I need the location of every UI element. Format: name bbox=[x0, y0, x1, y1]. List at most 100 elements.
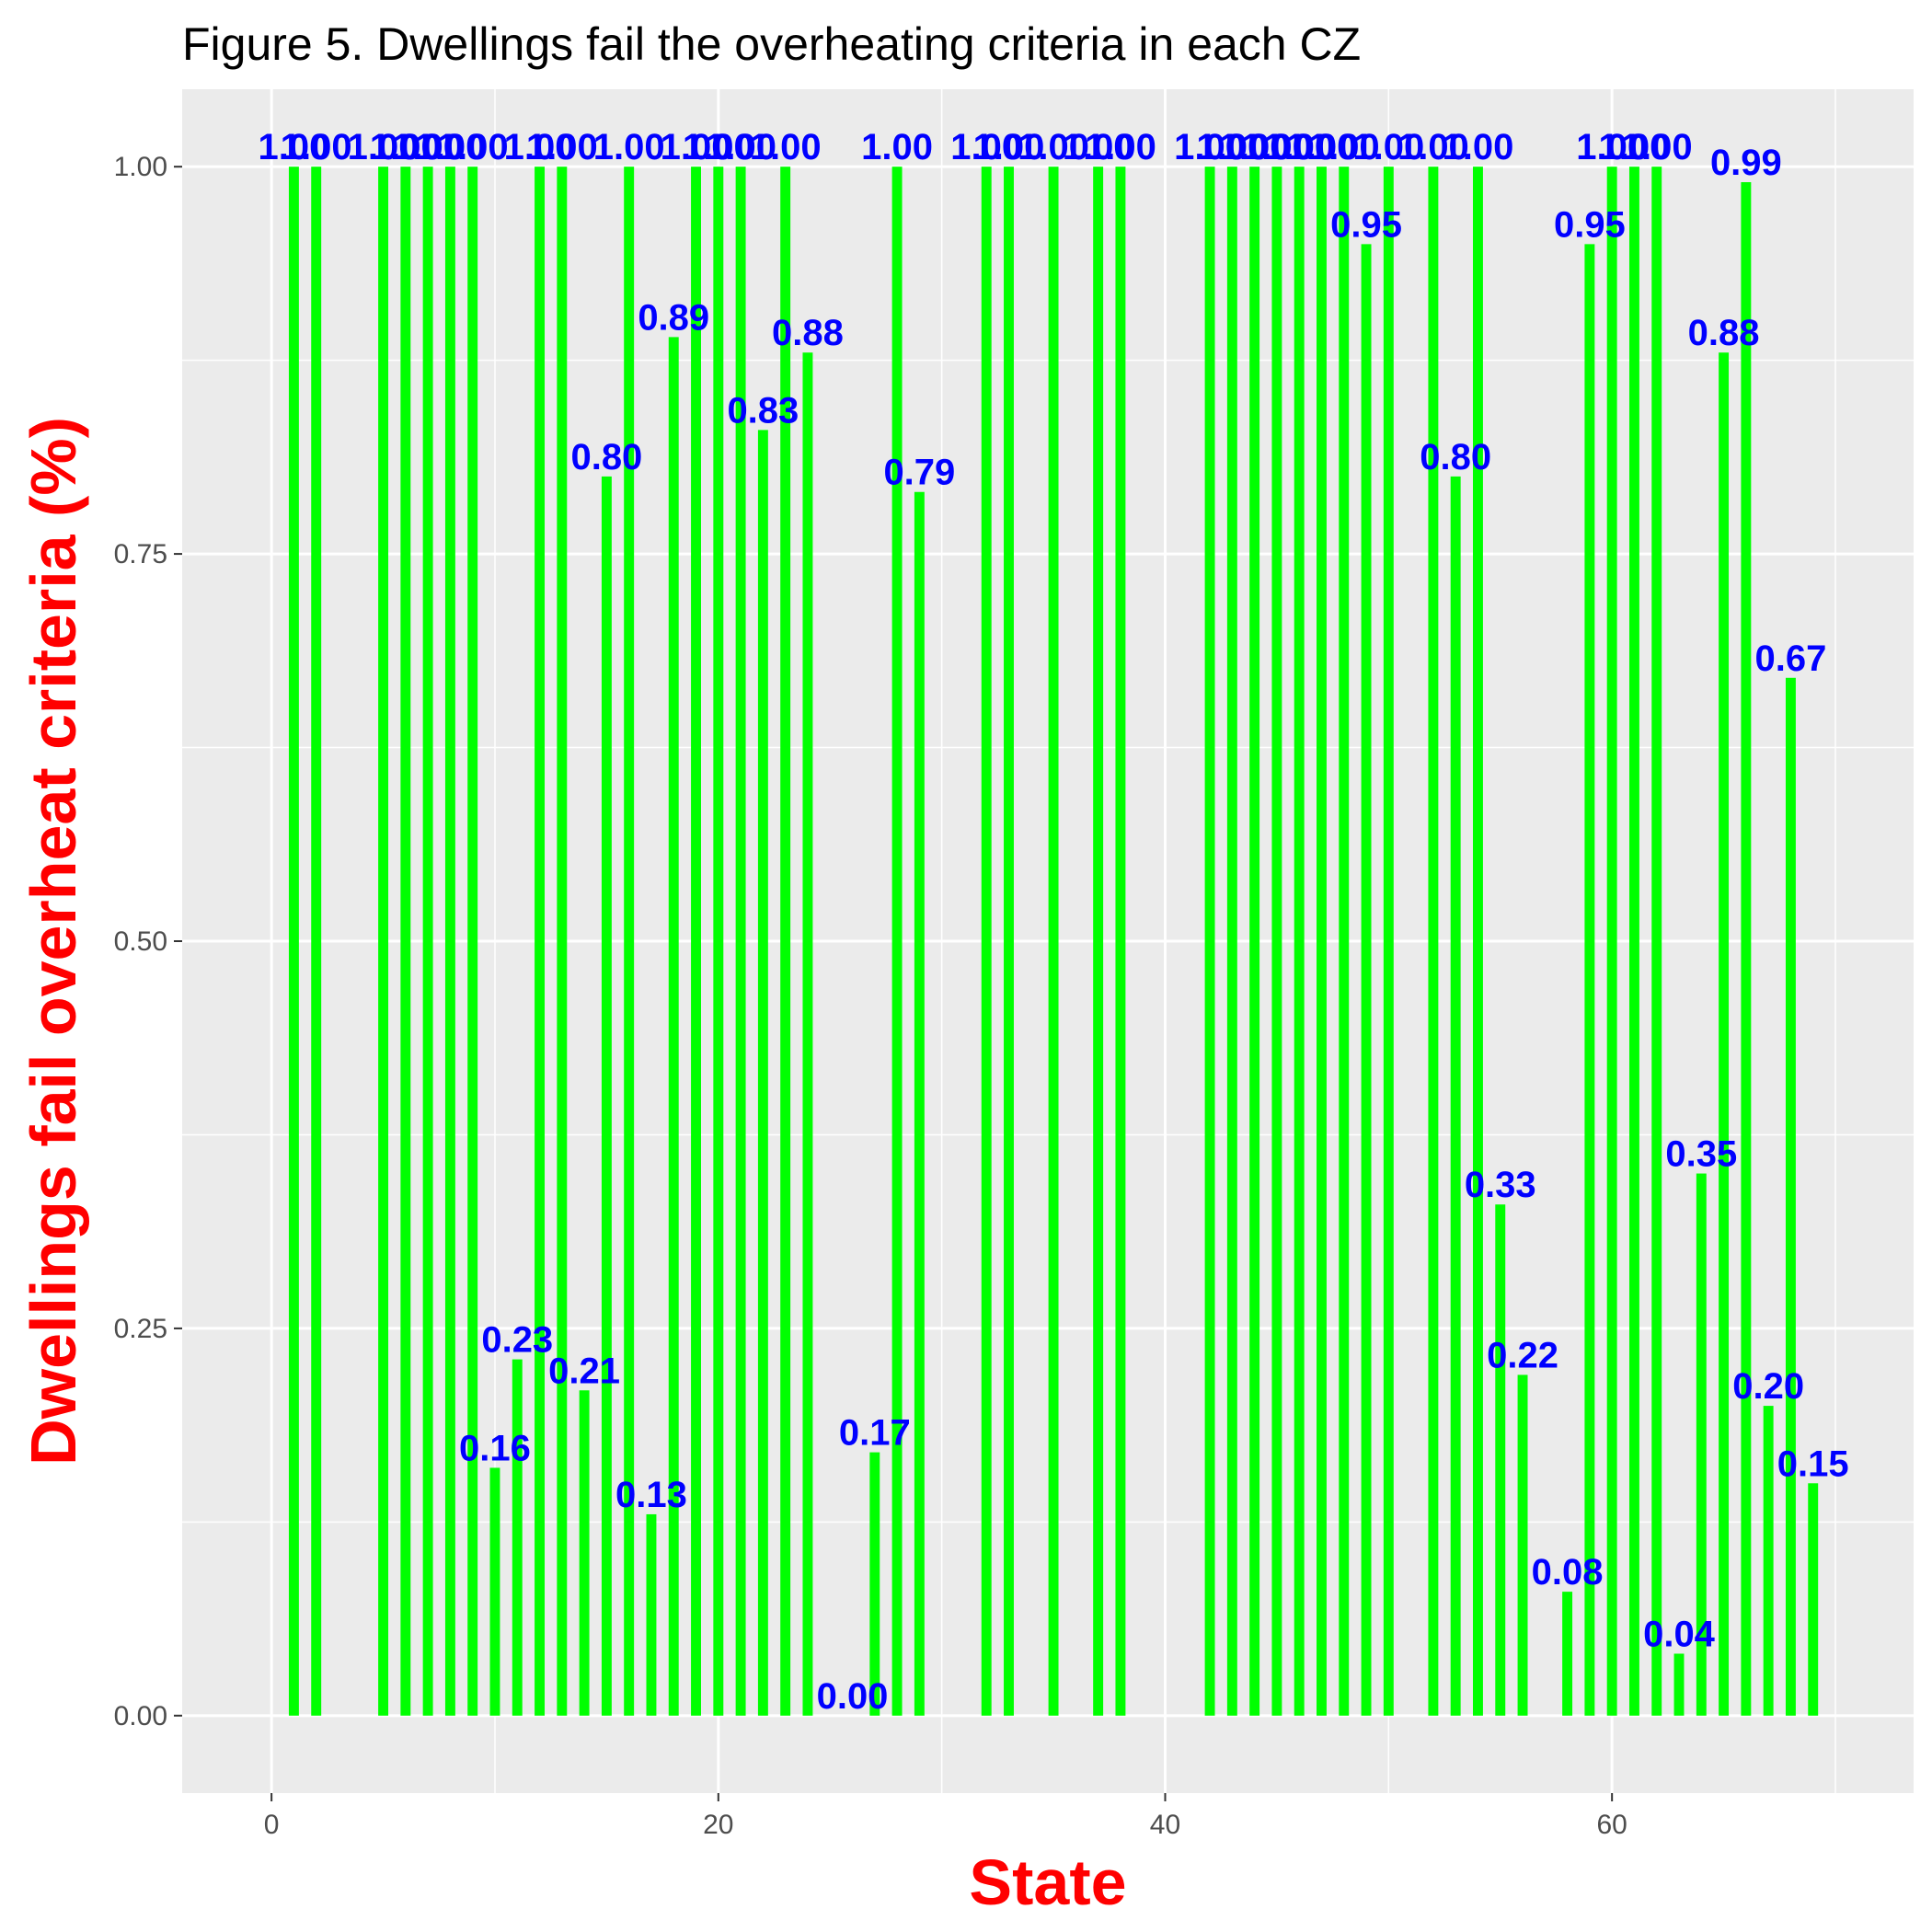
bar bbox=[1271, 167, 1282, 1716]
bar bbox=[1450, 476, 1461, 1716]
data-label: 0.20 bbox=[1732, 1366, 1804, 1407]
data-label: 1.00 bbox=[683, 127, 754, 167]
data-label: 1.00 bbox=[1174, 127, 1246, 167]
data-label: 1.00 bbox=[1063, 127, 1134, 167]
y-axis: 0.00 0.25 0.50 0.75 1.00 bbox=[114, 152, 182, 1731]
bar bbox=[1093, 167, 1104, 1716]
bar bbox=[512, 1359, 523, 1716]
data-label: 1.00 bbox=[1576, 127, 1648, 167]
bar bbox=[444, 167, 455, 1716]
data-label: 0.80 bbox=[570, 437, 642, 477]
data-label: 1.00 bbox=[1241, 127, 1313, 167]
bar bbox=[1317, 167, 1327, 1716]
data-label: 1.00 bbox=[1286, 127, 1358, 167]
data-label: 0.08 bbox=[1532, 1552, 1604, 1593]
y-axis-title: Dwellings fail overheat criteria (%) bbox=[17, 417, 89, 1466]
data-label: 0.22 bbox=[1487, 1335, 1558, 1375]
bar bbox=[1696, 1173, 1707, 1716]
data-label: 1.00 bbox=[348, 127, 420, 167]
data-label: 1.00 bbox=[392, 127, 464, 167]
bar bbox=[378, 167, 389, 1716]
bar bbox=[713, 167, 724, 1716]
data-label: 1.00 bbox=[281, 127, 352, 167]
data-label: 1.00 bbox=[1219, 127, 1291, 167]
bar bbox=[1115, 167, 1126, 1716]
data-label: 0.13 bbox=[615, 1475, 687, 1515]
bar bbox=[735, 167, 746, 1716]
bar bbox=[891, 167, 903, 1716]
bar bbox=[1651, 167, 1662, 1716]
data-label: 0.67 bbox=[1755, 638, 1827, 679]
x-tick-label: 60 bbox=[1596, 1810, 1627, 1840]
y-tick-label: 0.50 bbox=[114, 926, 167, 957]
x-tick-label: 20 bbox=[703, 1810, 733, 1840]
data-label: 1.00 bbox=[1443, 127, 1514, 167]
bar bbox=[400, 167, 411, 1716]
data-label: 1.00 bbox=[1397, 127, 1469, 167]
data-label: 1.00 bbox=[1018, 127, 1089, 167]
data-label: 1.00 bbox=[861, 127, 933, 167]
data-label: 1.00 bbox=[437, 127, 509, 167]
bars bbox=[288, 167, 1819, 1716]
x-tick-label: 40 bbox=[1150, 1810, 1180, 1840]
bar bbox=[1606, 167, 1617, 1716]
bar bbox=[467, 167, 478, 1716]
bar bbox=[668, 337, 679, 1716]
data-label: 0.21 bbox=[548, 1351, 620, 1391]
bar bbox=[624, 167, 635, 1716]
x-tick-label: 0 bbox=[264, 1810, 280, 1840]
data-label: 0.88 bbox=[772, 313, 844, 353]
bar bbox=[1562, 1592, 1573, 1716]
y-tick-label: 0.75 bbox=[114, 539, 167, 569]
bar bbox=[780, 167, 791, 1716]
bar bbox=[1383, 167, 1394, 1716]
data-label: 1.00 bbox=[504, 127, 576, 167]
data-label: 0.95 bbox=[1330, 204, 1402, 245]
bar bbox=[1361, 244, 1372, 1716]
bar bbox=[1495, 1204, 1506, 1716]
y-tick-label: 0.25 bbox=[114, 1314, 167, 1344]
data-label: 1.00 bbox=[705, 127, 776, 167]
data-label: 1.00 bbox=[526, 127, 598, 167]
bar bbox=[311, 167, 322, 1716]
bar bbox=[914, 491, 925, 1716]
data-label: 0.99 bbox=[1710, 143, 1782, 183]
data-label: 0.00 bbox=[817, 1676, 889, 1717]
data-label: 1.00 bbox=[973, 127, 1045, 167]
bar bbox=[1785, 677, 1796, 1716]
data-label: 0.35 bbox=[1665, 1134, 1737, 1175]
bar bbox=[1719, 352, 1730, 1716]
bar bbox=[489, 1467, 500, 1716]
bar bbox=[535, 167, 546, 1716]
data-label: 1.00 bbox=[1308, 127, 1380, 167]
x-axis-title: State bbox=[969, 1846, 1126, 1918]
data-label: 1.00 bbox=[593, 127, 665, 167]
bar bbox=[579, 1390, 590, 1716]
x-axis: 0 20 40 60 bbox=[264, 1793, 1627, 1840]
data-label: 0.88 bbox=[1688, 313, 1760, 353]
bar bbox=[691, 167, 701, 1716]
data-label: 1.00 bbox=[370, 127, 442, 167]
bar bbox=[869, 1452, 880, 1716]
data-label: 1.00 bbox=[414, 127, 486, 167]
data-label: 0.79 bbox=[883, 453, 955, 493]
data-label: 1.00 bbox=[661, 127, 732, 167]
data-label: 1.00 bbox=[1263, 127, 1335, 167]
bar bbox=[1741, 182, 1752, 1716]
bar bbox=[1584, 244, 1595, 1716]
data-label: 1.00 bbox=[1352, 127, 1424, 167]
data-label: 0.17 bbox=[839, 1413, 911, 1454]
bar bbox=[1628, 167, 1639, 1716]
data-label: 0.33 bbox=[1465, 1165, 1536, 1205]
y-tick-label: 0.00 bbox=[114, 1701, 167, 1731]
bar bbox=[981, 167, 992, 1716]
bar bbox=[1673, 1653, 1685, 1716]
bar bbox=[1473, 167, 1483, 1716]
bar bbox=[288, 167, 299, 1716]
bar bbox=[1339, 167, 1350, 1716]
bar bbox=[1048, 167, 1059, 1716]
data-label: 1.00 bbox=[1621, 127, 1693, 167]
bar bbox=[646, 1513, 657, 1716]
